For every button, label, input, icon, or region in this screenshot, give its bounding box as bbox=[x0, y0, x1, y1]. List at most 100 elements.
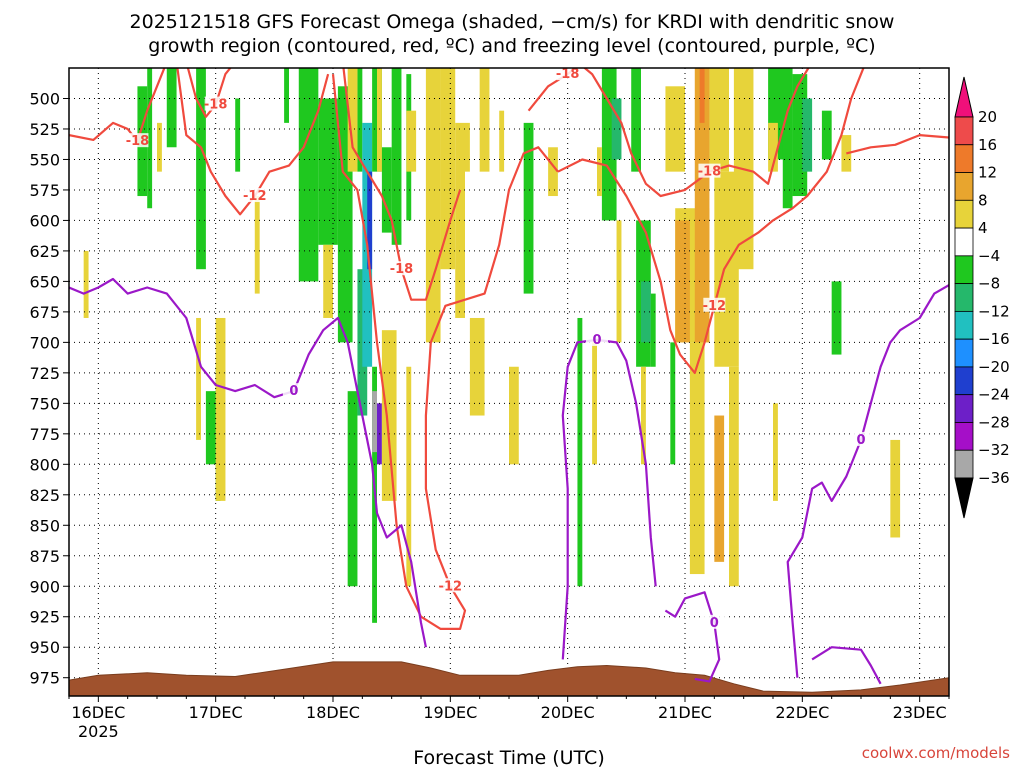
omega-cell-3 bbox=[196, 68, 206, 270]
omega-cell-8 bbox=[298, 68, 319, 282]
omega-cell-47 bbox=[406, 366, 412, 587]
y-tick-label-850: 850 bbox=[29, 516, 60, 535]
credit-text: coolwx.com/models bbox=[862, 744, 1010, 762]
omega-cell-76 bbox=[714, 415, 725, 562]
omega-cell-37 bbox=[831, 281, 842, 355]
terrain-fill bbox=[69, 661, 949, 696]
omega-shading bbox=[83, 68, 901, 623]
y-tick-label-500: 500 bbox=[29, 89, 60, 108]
omega-cell-64 bbox=[689, 342, 705, 575]
contour-line-1 bbox=[186, 68, 232, 118]
omega-cell-55 bbox=[499, 110, 505, 172]
omega-cell-20 bbox=[381, 147, 392, 233]
contour-label-bg-0 bbox=[126, 133, 149, 148]
y-tick-label-525: 525 bbox=[29, 120, 60, 139]
contour-line-5 bbox=[527, 68, 577, 112]
omega-cell-69 bbox=[768, 122, 778, 172]
contour-label-4: -12 bbox=[439, 579, 463, 594]
omega-cell-12 bbox=[357, 68, 363, 172]
contour-line-2 bbox=[176, 68, 330, 216]
omega-cell-74 bbox=[699, 68, 705, 123]
colorbar-segment-13 bbox=[954, 449, 974, 479]
omega-cell-45 bbox=[377, 68, 382, 172]
colorbar-label-2: 12 bbox=[978, 164, 997, 182]
terrain-layer bbox=[69, 661, 949, 696]
contour-label-bg-7 bbox=[703, 297, 726, 312]
omega-cell-18 bbox=[372, 391, 377, 453]
x-tick-label-7: 23DEC bbox=[893, 703, 947, 722]
colorbar-segment-4 bbox=[954, 199, 974, 229]
contour-line-8 bbox=[846, 134, 949, 155]
omega-cell-61 bbox=[641, 366, 646, 465]
omega-cell-38 bbox=[83, 250, 89, 318]
colorbar-label-12: −32 bbox=[978, 441, 1010, 459]
contour-label-2: -12 bbox=[243, 189, 267, 204]
colorbar-segment-12 bbox=[954, 422, 974, 451]
colorbar-label-8: −16 bbox=[978, 330, 1010, 348]
omega-cell-6 bbox=[235, 98, 241, 172]
omega-cell-70 bbox=[773, 403, 778, 501]
omega-cell-72 bbox=[890, 439, 901, 538]
plot-area: -18 -18 -12 -18 -12 -18 -18 -12 0 0 0 0 bbox=[69, 67, 949, 696]
y-tick-label-975: 975 bbox=[29, 669, 60, 688]
omega-cell-49 bbox=[425, 68, 441, 343]
omega-cell-27 bbox=[631, 68, 641, 172]
colorbar-segment-3 bbox=[954, 172, 974, 201]
colorbar-label-4: 4 bbox=[978, 219, 988, 237]
omega-cell-11 bbox=[347, 391, 358, 587]
omega-cell-29 bbox=[641, 281, 651, 343]
omega-cell-46 bbox=[381, 330, 397, 501]
colorbar-label-1: 16 bbox=[978, 136, 997, 154]
colorbar-segment-11 bbox=[954, 394, 974, 423]
y-tick-label-800: 800 bbox=[29, 455, 60, 474]
contour-line-12 bbox=[786, 284, 949, 678]
omega-cell-75 bbox=[675, 220, 690, 343]
x-tick-label-1: 17DEC bbox=[189, 703, 243, 722]
omega-cell-26 bbox=[611, 98, 622, 160]
grid-lines bbox=[69, 68, 949, 696]
omega-cell-53 bbox=[479, 68, 490, 172]
omega-cell-35 bbox=[802, 98, 813, 172]
contour-label-bg-12 bbox=[850, 431, 872, 446]
colorbar-segment-7 bbox=[954, 283, 974, 312]
contour-line-13 bbox=[811, 646, 882, 685]
contour-label-5: -18 bbox=[556, 67, 580, 82]
y-tick-label-650: 650 bbox=[29, 272, 60, 291]
omega-cell-36 bbox=[821, 110, 832, 160]
x-tick-label-4: 20DEC bbox=[541, 703, 595, 722]
y-tick-label-575: 575 bbox=[29, 181, 60, 200]
x-axis: 16DEC 17DEC 18DEC 19DEC 20DEC 21DEC 22DEC 23DEC… bbox=[68, 696, 950, 741]
colorbar-segment-10 bbox=[954, 366, 974, 396]
y-axis: 500 525 550 575 600 625 650 675 700 725 750 775 800 8… bbox=[29, 89, 69, 688]
contour-label-1: -18 bbox=[204, 98, 228, 113]
x-tick-label-0: 16DEC bbox=[71, 703, 125, 722]
contour-label-11: 0 bbox=[710, 616, 719, 631]
y-tick-label-925: 925 bbox=[29, 608, 60, 627]
contour-label-6: -18 bbox=[698, 165, 722, 180]
omega-cell-59 bbox=[597, 147, 602, 197]
omega-cell-30 bbox=[650, 293, 656, 367]
omega-cell-9 bbox=[318, 98, 338, 245]
x-tick-label-6: 22DEC bbox=[775, 703, 829, 722]
y-tick-label-950: 950 bbox=[29, 638, 60, 657]
omega-cell-68 bbox=[729, 366, 739, 587]
omega-cell-21 bbox=[391, 68, 402, 245]
y-tick-label-700: 700 bbox=[29, 333, 60, 352]
x-tick-label-2: 18DEC bbox=[306, 703, 360, 722]
y-tick-label-825: 825 bbox=[29, 486, 60, 505]
contour-label-10: 0 bbox=[592, 333, 601, 348]
colorbar-segment-5 bbox=[954, 227, 974, 257]
x-tick-label-5: 21DEC bbox=[658, 703, 712, 722]
omega-cell-1 bbox=[147, 68, 153, 209]
omega-cell-4 bbox=[205, 391, 216, 465]
contour-line-6 bbox=[583, 68, 810, 198]
contour-label-bg-4 bbox=[439, 578, 462, 593]
omega-cell-62 bbox=[665, 86, 685, 172]
colorbar-segment-6 bbox=[954, 255, 974, 285]
y-tick-label-775: 775 bbox=[29, 425, 60, 444]
colorbar-segment-9 bbox=[954, 338, 974, 368]
x-year-label: 2025 bbox=[78, 722, 119, 741]
omega-cell-31 bbox=[670, 342, 676, 465]
omega-cell-65 bbox=[709, 68, 729, 172]
